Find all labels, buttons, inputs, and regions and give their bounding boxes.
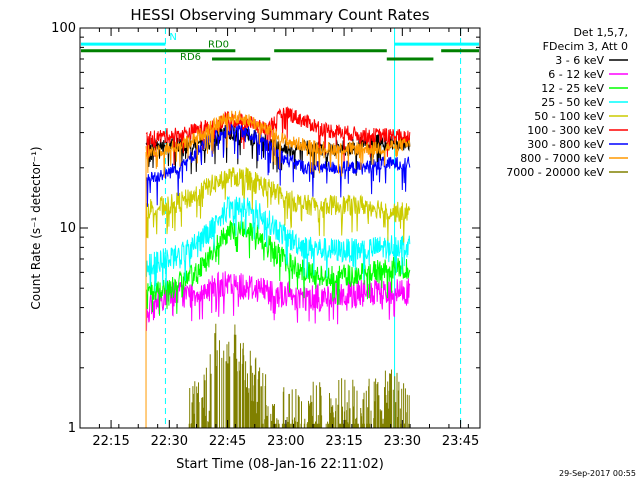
series-line-1 xyxy=(145,271,411,331)
x-tick-label-4: 23:15 xyxy=(325,434,362,449)
series-line-8 xyxy=(188,323,410,428)
x-tick-label-3: 23:00 xyxy=(267,434,304,449)
series-6 xyxy=(145,122,411,207)
series-line-4 xyxy=(145,167,411,243)
annotation-label-n: N xyxy=(169,32,176,43)
axes: 1 10 100 22:15 22:30 22:45 23:00 23:15 23:30 23:4… xyxy=(51,21,481,449)
y-axis-title: Count Rate (s⁻¹ detector⁻¹) xyxy=(29,146,43,309)
plot-area xyxy=(79,28,462,428)
legend-header-line2: FDecim 3, Att 0 xyxy=(543,40,628,53)
y-tick-label-0: 1 xyxy=(68,421,76,436)
series-7 xyxy=(145,109,411,178)
x-axis-title: Start Time (08-Jan-16 22:11:02) xyxy=(176,457,384,472)
series-line-3 xyxy=(145,195,411,292)
x-tick-label-0: 22:15 xyxy=(92,434,129,449)
x-tick-label-6: 23:45 xyxy=(442,434,479,449)
legend-label-1: 6 - 12 keV xyxy=(548,68,604,81)
chart-title: HESSI Observing Summary Count Rates xyxy=(130,6,429,24)
series-4 xyxy=(145,167,411,243)
legend-label-2: 12 - 25 keV xyxy=(541,82,604,95)
x-tick-label-5: 23:30 xyxy=(384,434,421,449)
legend-label-4: 50 - 100 keV xyxy=(534,110,604,123)
y-tick-label-2: 100 xyxy=(51,21,76,36)
series-5 xyxy=(145,106,411,166)
series-8 xyxy=(188,323,410,428)
x-tick-label-2: 22:45 xyxy=(209,434,246,449)
time-annotation-bars: N RD0 RD6 xyxy=(81,32,479,63)
series-line-2 xyxy=(145,219,411,316)
legend-label-0: 3 - 6 keV xyxy=(555,54,604,67)
series-1 xyxy=(145,271,411,331)
legend-label-6: 300 - 800 keV xyxy=(527,138,604,151)
series-line-5 xyxy=(145,106,411,166)
y-tick-label-1: 10 xyxy=(59,221,76,236)
legend-label-7: 800 - 7000 keV xyxy=(520,152,604,165)
footer-timestamp: 29-Sep-2017 00:55 xyxy=(559,469,636,478)
legend-label-8: 7000 - 20000 keV xyxy=(506,166,604,179)
series-line-6 xyxy=(145,122,411,207)
x-tick-label-1: 22:30 xyxy=(151,434,188,449)
annotation-label-rd0: RD0 xyxy=(208,40,229,51)
legend-label-5: 100 - 300 keV xyxy=(527,124,604,137)
legend-header-line1: Det 1,5,7, xyxy=(573,26,628,39)
annotation-label-rd6: RD6 xyxy=(180,52,201,63)
series-2 xyxy=(145,219,411,316)
series-3 xyxy=(145,195,411,292)
legend-label-3: 25 - 50 keV xyxy=(541,96,604,109)
series-line-7 xyxy=(145,109,411,178)
